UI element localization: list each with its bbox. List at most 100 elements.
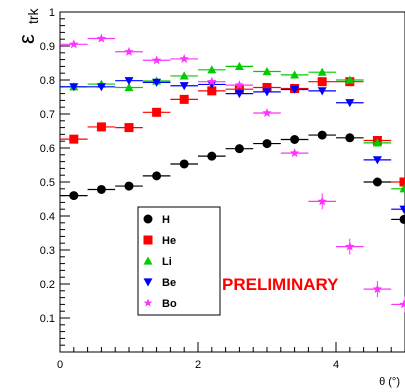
data-point bbox=[262, 67, 272, 76]
data-point bbox=[372, 138, 382, 147]
x-tick-label: 2 bbox=[195, 359, 201, 371]
data-point bbox=[69, 191, 79, 201]
data-point bbox=[96, 184, 106, 194]
data-point bbox=[317, 130, 327, 140]
data-point bbox=[234, 144, 244, 154]
data-point bbox=[290, 70, 300, 79]
data-point bbox=[151, 55, 162, 65]
legend-entry-h: H bbox=[143, 214, 170, 226]
legend-label: H bbox=[162, 214, 170, 226]
data-point bbox=[399, 177, 405, 187]
x-tick-label: 0 bbox=[57, 359, 63, 371]
legend-marker bbox=[143, 256, 153, 265]
data-point bbox=[345, 99, 355, 108]
data-point bbox=[207, 65, 217, 74]
data-point bbox=[262, 82, 272, 92]
legend-label: Li bbox=[162, 256, 172, 268]
data-point bbox=[345, 133, 355, 143]
data-point bbox=[399, 299, 405, 309]
legend-box bbox=[137, 206, 221, 316]
legend-entry-be: Be bbox=[143, 277, 176, 289]
data-point bbox=[262, 139, 272, 149]
data-point bbox=[207, 151, 217, 161]
data-point bbox=[179, 94, 189, 104]
legend-label: He bbox=[162, 235, 176, 247]
legend-marker bbox=[143, 278, 153, 287]
data-point bbox=[96, 122, 106, 132]
data-point bbox=[372, 156, 382, 165]
y-tick-label: 0.7 bbox=[40, 109, 55, 121]
y-tick-label: 0.8 bbox=[40, 75, 55, 87]
data-point bbox=[207, 76, 217, 86]
data-point bbox=[262, 88, 272, 97]
data-point bbox=[399, 214, 405, 224]
data-point bbox=[234, 80, 245, 90]
data-point bbox=[124, 82, 134, 92]
legend-entry-he: He bbox=[143, 235, 176, 247]
y-axis-label-sub: trk bbox=[25, 7, 41, 24]
data-point bbox=[345, 241, 355, 251]
data-point bbox=[317, 87, 327, 96]
data-point bbox=[317, 77, 327, 87]
legend-marker bbox=[143, 214, 153, 224]
data-point bbox=[152, 171, 162, 181]
legend-label: Bo bbox=[162, 298, 177, 310]
series-bo bbox=[60, 33, 405, 313]
data-point bbox=[124, 77, 134, 86]
data-point bbox=[124, 123, 134, 133]
data-point bbox=[179, 82, 189, 91]
data-point bbox=[317, 196, 327, 206]
data-point bbox=[234, 61, 244, 70]
y-axis-label-main: ε bbox=[14, 34, 39, 44]
data-point bbox=[207, 80, 217, 89]
y-tick-label: 0.4 bbox=[40, 211, 55, 223]
data-point bbox=[207, 86, 217, 96]
legend-marker bbox=[143, 298, 153, 307]
data-point bbox=[96, 33, 107, 43]
y-axis-label: ε trk bbox=[14, 7, 41, 44]
data-point bbox=[124, 46, 134, 56]
data-point bbox=[179, 159, 189, 169]
legend-entry-li: Li bbox=[143, 256, 172, 268]
data-point bbox=[317, 67, 327, 76]
data-point bbox=[290, 85, 300, 95]
y-tick-label: 0.1 bbox=[40, 313, 55, 325]
y-tick-label: 1 bbox=[49, 7, 55, 19]
data-point bbox=[399, 184, 405, 193]
data-point bbox=[372, 284, 383, 294]
data-point bbox=[179, 71, 189, 80]
data-point bbox=[96, 83, 106, 92]
data-point bbox=[69, 39, 79, 49]
data-marks bbox=[60, 33, 405, 313]
data-point bbox=[372, 177, 382, 187]
data-point bbox=[124, 181, 134, 191]
series-h bbox=[60, 130, 405, 224]
data-point bbox=[345, 75, 355, 84]
y-tick-label: 0.9 bbox=[40, 41, 55, 53]
y-tick-label: 0.3 bbox=[40, 245, 55, 257]
x-axis-label: θ (°) bbox=[379, 376, 400, 388]
data-point bbox=[69, 134, 79, 144]
legend-marker bbox=[143, 235, 153, 245]
preliminary-annotation: PRELIMINARY bbox=[222, 275, 339, 294]
y-tick-label: 0.6 bbox=[40, 143, 55, 155]
data-point bbox=[399, 205, 405, 214]
legend-label: Be bbox=[162, 277, 176, 289]
data-point bbox=[69, 83, 79, 92]
y-tick-label: 0.2 bbox=[40, 279, 55, 291]
plot-frame bbox=[59, 11, 405, 353]
data-point bbox=[234, 90, 244, 99]
data-point bbox=[152, 107, 162, 117]
legend: H He Li Be Bo bbox=[137, 206, 221, 316]
data-point bbox=[179, 53, 189, 63]
y-tick-label: 0.5 bbox=[40, 177, 55, 189]
data-point bbox=[262, 107, 272, 118]
data-point bbox=[152, 78, 162, 87]
x-tick-label: 4 bbox=[333, 359, 339, 371]
data-point bbox=[290, 135, 300, 144]
data-point bbox=[234, 84, 244, 94]
legend-entry-bo: Bo bbox=[143, 298, 177, 310]
series-be bbox=[60, 77, 405, 214]
data-point bbox=[289, 148, 300, 158]
